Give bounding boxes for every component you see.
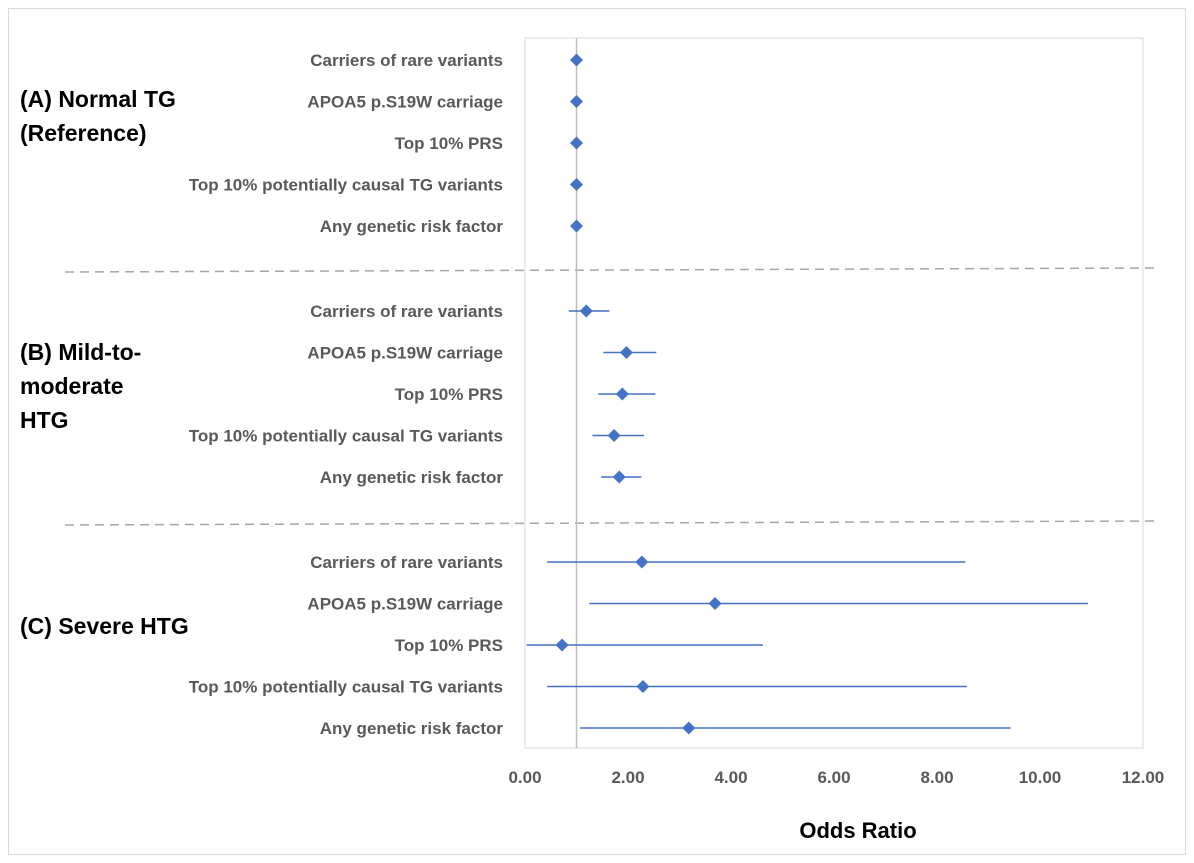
confidence-intervals [526, 310, 1088, 729]
marker-3-5 [682, 721, 696, 735]
row-label-2-1: Carriers of rare variants [310, 302, 503, 321]
group-separators [64, 267, 1159, 526]
x-tick-label-2: 4.00 [714, 768, 747, 787]
x-tick-label-5: 10.00 [1019, 768, 1062, 787]
marker-3-1 [635, 555, 649, 569]
row-label-1-1: Carriers of rare variants [310, 51, 503, 70]
group-labels: (A) Normal TG (Reference) (B) Mild-to-mode… [20, 86, 189, 639]
x-axis-title: Odds Ratio [799, 818, 916, 843]
group-label-1-line-2: (Reference) [20, 120, 147, 146]
marker-2-3 [615, 387, 629, 401]
group-label-2-line-2: moderate [20, 373, 124, 399]
group-label-3-line-1: (C) Severe HTG [20, 613, 189, 639]
x-tick-label-6: 12.00 [1122, 768, 1165, 787]
marker-3-2 [708, 597, 722, 610]
row-label-1-4: Top 10% potentially causal TG variants [189, 176, 503, 195]
plot-area [524, 37, 1144, 749]
row-label-1-5: Any genetic risk factor [320, 217, 504, 236]
marker-2-5 [612, 470, 626, 484]
group-label-2-line-3: HTG [20, 407, 69, 433]
group-label-2-line-1: (B) Mild-to- [20, 339, 141, 365]
marker-1-5 [570, 219, 583, 233]
group-label-1-line-1: (A) Normal TG [20, 86, 176, 112]
row-label-3-4: Top 10% potentially causal TG variants [189, 678, 503, 697]
x-tick-label-1: 2.00 [611, 768, 644, 787]
group-separator-2 [64, 520, 1159, 526]
marker-2-2 [619, 346, 633, 359]
row-label-2-3: Top 10% PRS [395, 385, 503, 404]
marker-1-3 [570, 136, 583, 150]
chart-frame [8, 8, 1186, 855]
row-label-3-1: Carriers of rare variants [310, 553, 503, 572]
row-label-3-2: APOA5 p.S19W carriage [307, 595, 503, 614]
marker-3-3 [555, 638, 569, 652]
x-tick-label-0: 0.00 [508, 768, 541, 787]
x-tick-label-4: 8.00 [920, 768, 953, 787]
x-tick-label-3: 6.00 [817, 768, 850, 787]
row-label-2-4: Top 10% potentially causal TG variants [189, 427, 503, 446]
row-label-3-5: Any genetic risk factor [320, 719, 504, 738]
row-label-1-3: Top 10% PRS [395, 134, 503, 153]
marker-3-4 [636, 680, 650, 693]
row-label-1-2: APOA5 p.S19W carriage [307, 93, 503, 112]
marker-1-4 [570, 178, 583, 191]
marker-2-4 [607, 429, 621, 442]
group-separator-1 [64, 267, 1159, 273]
row-label-2-2: APOA5 p.S19W carriage [307, 344, 503, 363]
marker-1-2 [570, 95, 583, 108]
marker-1-1 [570, 53, 583, 67]
odds-ratio-markers [555, 53, 722, 735]
row-labels: Carriers of rare variants APOA5 p.S19W ca… [189, 51, 504, 738]
row-label-3-3: Top 10% PRS [395, 636, 503, 655]
row-label-2-5: Any genetic risk factor [320, 468, 504, 487]
x-axis-ticks: 0.00 2.00 4.00 6.00 8.00 10.00 12.00 [508, 768, 1164, 787]
marker-2-1 [579, 304, 593, 318]
